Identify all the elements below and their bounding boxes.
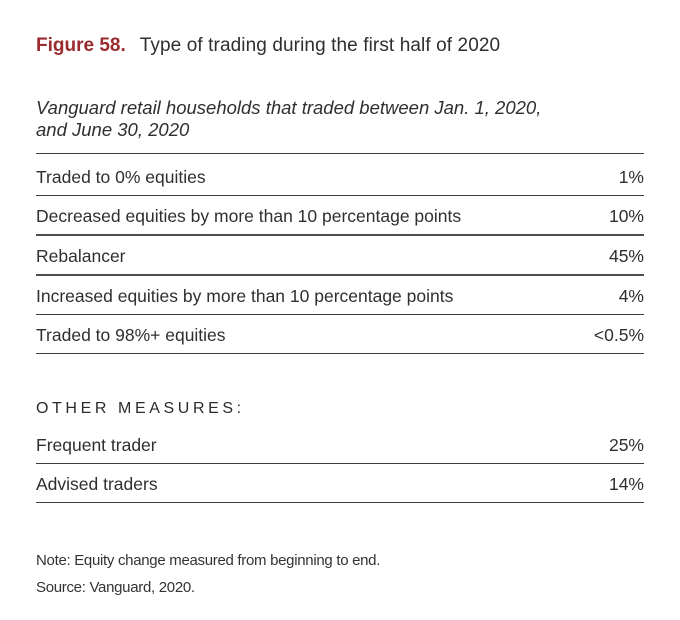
row-value: <0.5% xyxy=(593,325,644,345)
row-label: Rebalancer xyxy=(36,246,126,266)
table-row: Frequent trader 25% xyxy=(36,425,644,464)
row-value: 14% xyxy=(608,474,644,494)
row-value: 4% xyxy=(618,286,644,306)
figure-title: Type of trading during the first half of… xyxy=(139,35,501,56)
row-value: 25% xyxy=(608,435,644,455)
note-line: Note: Equity change measured from beginn… xyxy=(36,552,381,569)
figure-number-label: Figure 58. xyxy=(36,35,126,56)
table-row: Increased equities by more than 10 perce… xyxy=(36,276,644,315)
other-measures-table: Frequent trader 25% Advised traders 14% xyxy=(36,425,644,503)
figure-subtitle-line-2: and June 30, 2020 xyxy=(36,119,190,140)
table-row: Traded to 0% equities 1% xyxy=(36,154,644,196)
row-value: 1% xyxy=(618,167,644,187)
table-row: Rebalancer 45% xyxy=(36,236,644,276)
figure-header: Figure 58. Type of trading during the fir… xyxy=(36,34,644,57)
row-label: Traded to 98%+ equities xyxy=(36,325,226,345)
trading-type-table: Traded to 0% equities 1% Decreased equit… xyxy=(36,153,644,354)
table-row: Decreased equities by more than 10 perce… xyxy=(36,196,644,236)
table-row: Traded to 98%+ equities <0.5% xyxy=(36,315,644,354)
row-value: 45% xyxy=(608,246,644,266)
source-line: Source: Vanguard, 2020. xyxy=(36,579,195,596)
row-value: 10% xyxy=(608,206,644,226)
figure-subtitle-line-1: Vanguard retail households that traded b… xyxy=(36,97,542,118)
row-label: Decreased equities by more than 10 perce… xyxy=(36,206,462,226)
table-row: Advised traders 14% xyxy=(36,464,644,503)
row-label: Frequent trader xyxy=(36,435,157,455)
figure-subtitle: Vanguard retail households that traded b… xyxy=(36,97,644,141)
row-label: Traded to 0% equities xyxy=(36,167,206,187)
row-label: Increased equities by more than 10 perce… xyxy=(36,286,454,306)
row-label: Advised traders xyxy=(36,474,158,494)
footnotes: Note: Equity change measured from beginn… xyxy=(36,547,644,601)
other-measures-heading: OTHER MEASURES: xyxy=(36,400,245,417)
